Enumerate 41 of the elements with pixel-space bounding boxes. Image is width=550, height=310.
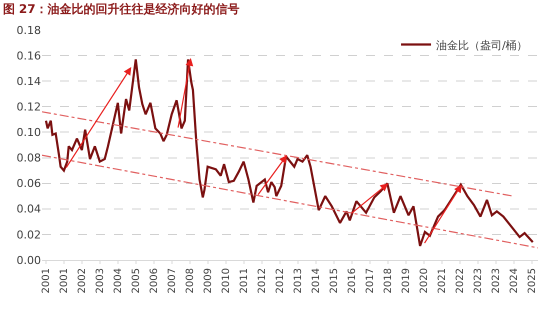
y-tick-label: 0.10: [16, 126, 41, 140]
y-tick-label: 0.12: [16, 100, 41, 114]
y-tick-label: 0.08: [16, 152, 41, 165]
x-tick-label: 2005: [131, 268, 142, 294]
x-tick-label: 2012: [275, 268, 286, 294]
y-tick-label: 0.14: [16, 74, 41, 88]
x-tick-label: 2015: [329, 268, 340, 294]
x-tick-label: 2013: [293, 268, 304, 294]
x-tick-label: 2009: [203, 268, 214, 294]
x-tick-label: 2018: [383, 268, 394, 294]
x-tick-label: 2021: [437, 268, 448, 294]
x-tick-label: 2010: [221, 268, 232, 294]
x-tick-label: 2008: [185, 268, 196, 294]
x-tick-label: 2017: [365, 268, 376, 294]
y-tick-label: 0.02: [16, 228, 41, 242]
chart-title: 图 27：油金比的回升往往是经济向好的信号: [2, 2, 240, 16]
x-tick-label: 2019: [401, 268, 412, 294]
x-tick-label: 2025: [527, 268, 538, 294]
x-tick-label: 2014: [311, 268, 322, 294]
x-tick-label: 2023: [473, 268, 484, 294]
x-tick-label: 2023: [491, 268, 502, 294]
legend-label: 油金比（盎司/桶）: [436, 38, 528, 52]
y-tick-label: 0.00: [16, 254, 41, 267]
x-tick-label: 2020: [419, 268, 430, 294]
x-tick-label: 2001: [59, 268, 70, 294]
x-tick-label: 2001: [41, 268, 52, 294]
x-tick-label: 2016: [347, 268, 358, 294]
x-tick-label: 2006: [149, 268, 160, 294]
x-tick-label: 2012: [257, 268, 268, 294]
x-tick-label: 2007: [167, 268, 178, 294]
x-tick-label: 2003: [95, 268, 106, 294]
y-tick-label: 0.06: [16, 177, 41, 190]
y-tick-label: 0.16: [16, 49, 41, 62]
x-tick-label: 2002: [77, 268, 88, 294]
x-tick-label: 2022: [455, 268, 466, 294]
line-series: [44, 58, 534, 248]
x-tick-label: 2004: [113, 268, 124, 294]
x-tick-label: 2011: [239, 268, 250, 294]
y-tick-label: 0.04: [16, 202, 41, 216]
x-tick-label: 2024: [509, 268, 520, 294]
y-tick-label: 0.18: [16, 24, 41, 37]
